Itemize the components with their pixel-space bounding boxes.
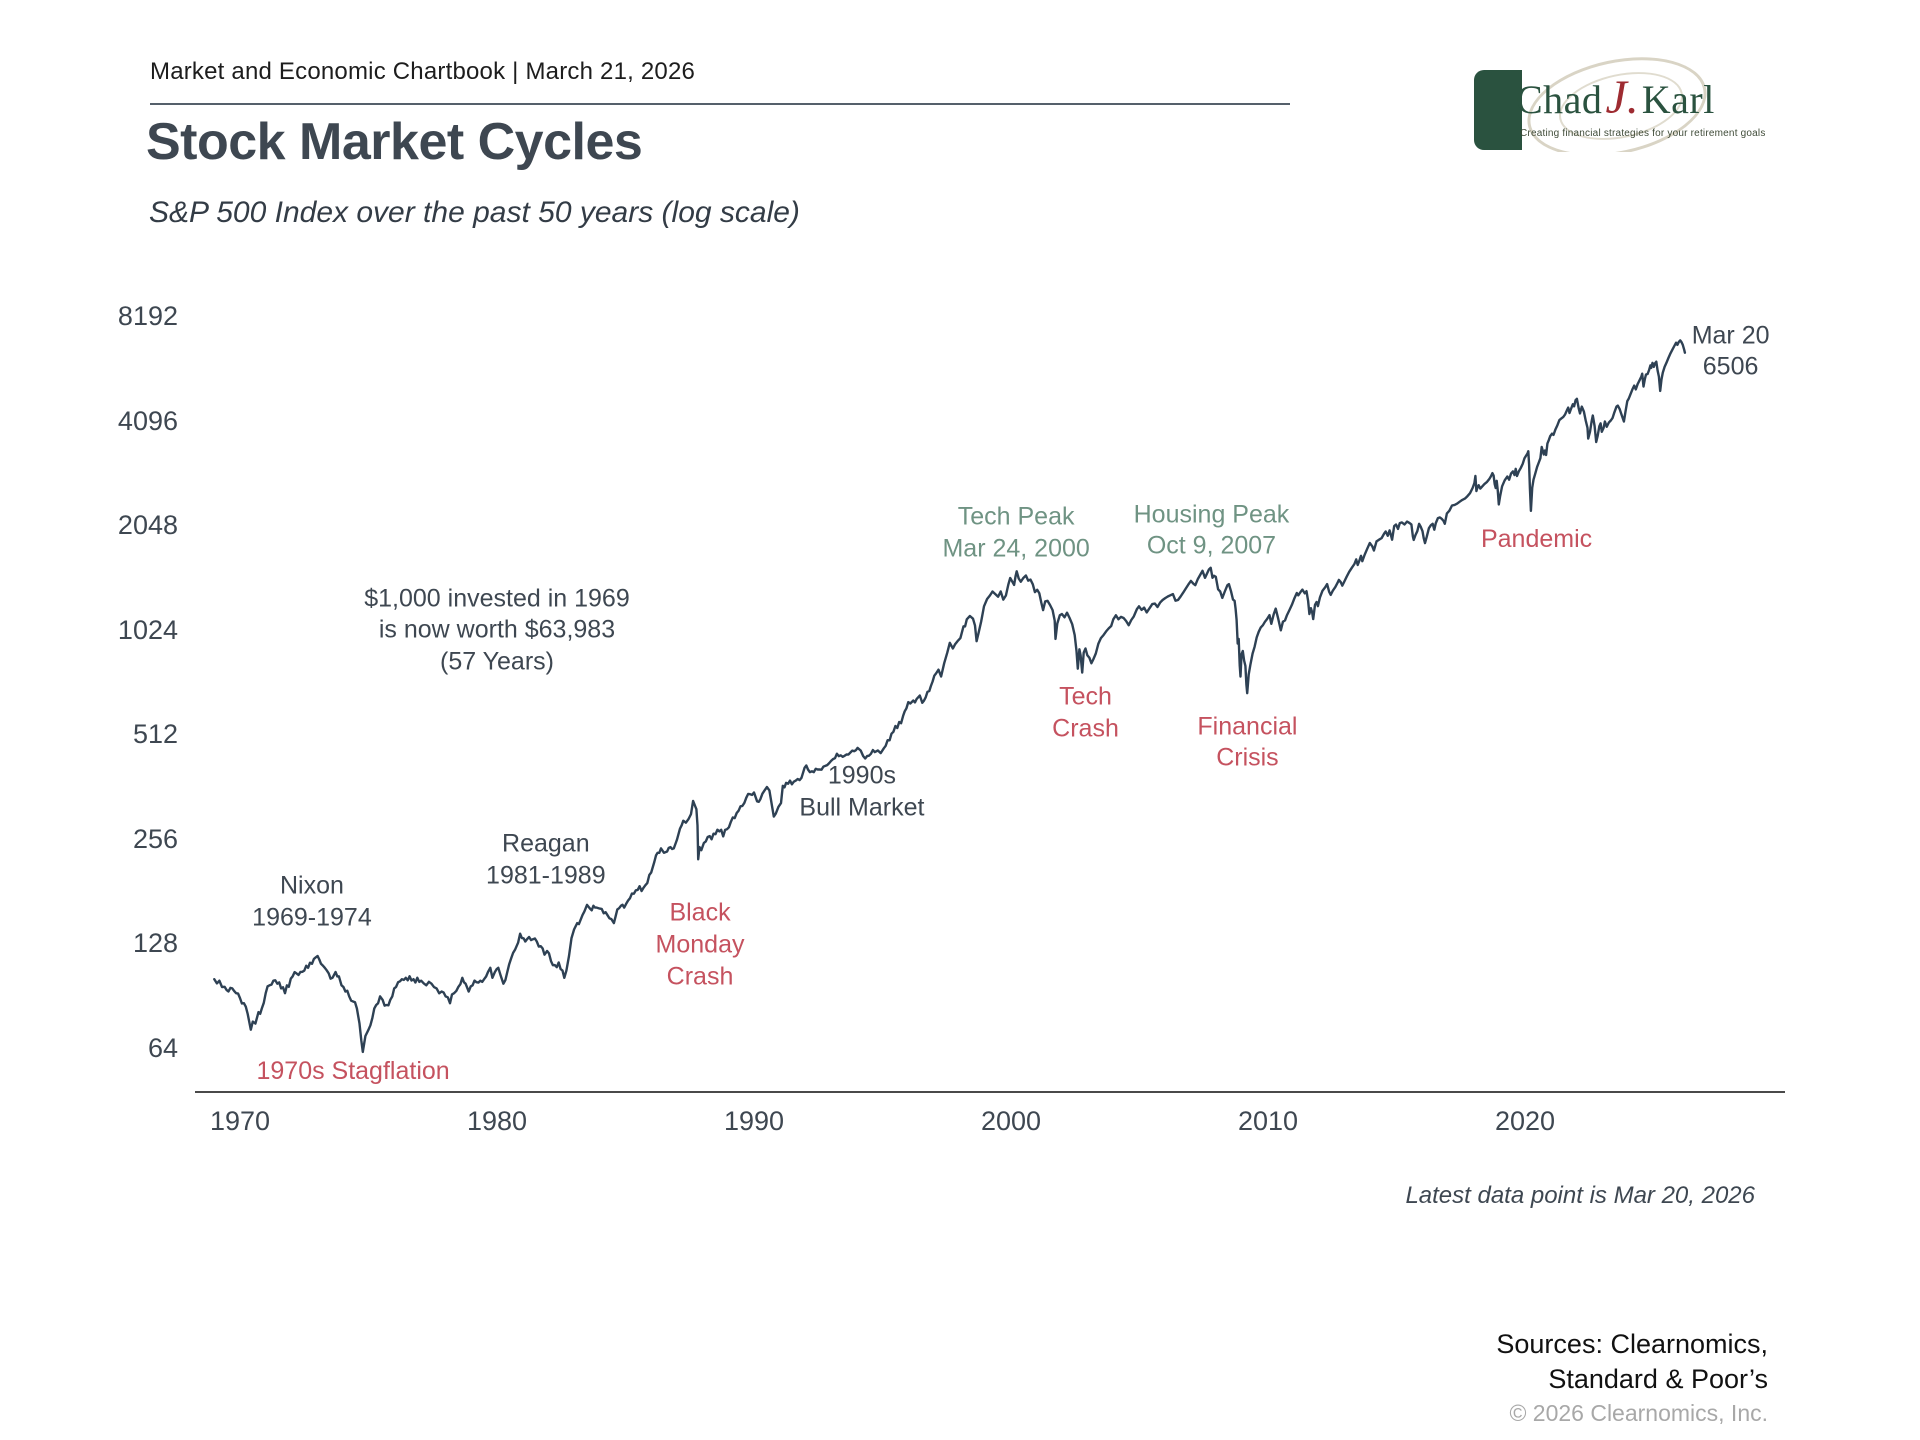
logo-green-block [1474, 70, 1522, 150]
copyright-text: © 2026 Clearnomics, Inc. [1509, 1400, 1768, 1426]
page-subtitle: S&P 500 Index over the past 50 years (lo… [149, 196, 800, 229]
sp500-line [213, 339, 1687, 1054]
sources-text: Sources: Clearnomics, Standard & Poor’s [1496, 1327, 1768, 1397]
chartbook-header: Market and Economic Chartbook | March 21… [150, 58, 696, 85]
logo-name-last: Karl [1641, 77, 1715, 122]
logo-wordmark: Chad J. Karl [1516, 70, 1715, 125]
company-logo: Chad J. Karl Creating financial strategi… [1474, 56, 1766, 152]
logo-name-first: Chad [1516, 77, 1603, 122]
sources-line-1: Sources: Clearnomics, [1496, 1329, 1768, 1359]
page-title: Stock Market Cycles [146, 113, 643, 171]
header-divider [150, 103, 1290, 105]
logo-tagline: Creating financial strategies for your r… [1520, 128, 1766, 139]
sources-line-2: Standard & Poor’s [1548, 1364, 1768, 1395]
logo-initial-script: J. [1605, 71, 1639, 124]
latest-data-footnote: Latest data point is Mar 20, 2026 [1405, 1182, 1755, 1209]
